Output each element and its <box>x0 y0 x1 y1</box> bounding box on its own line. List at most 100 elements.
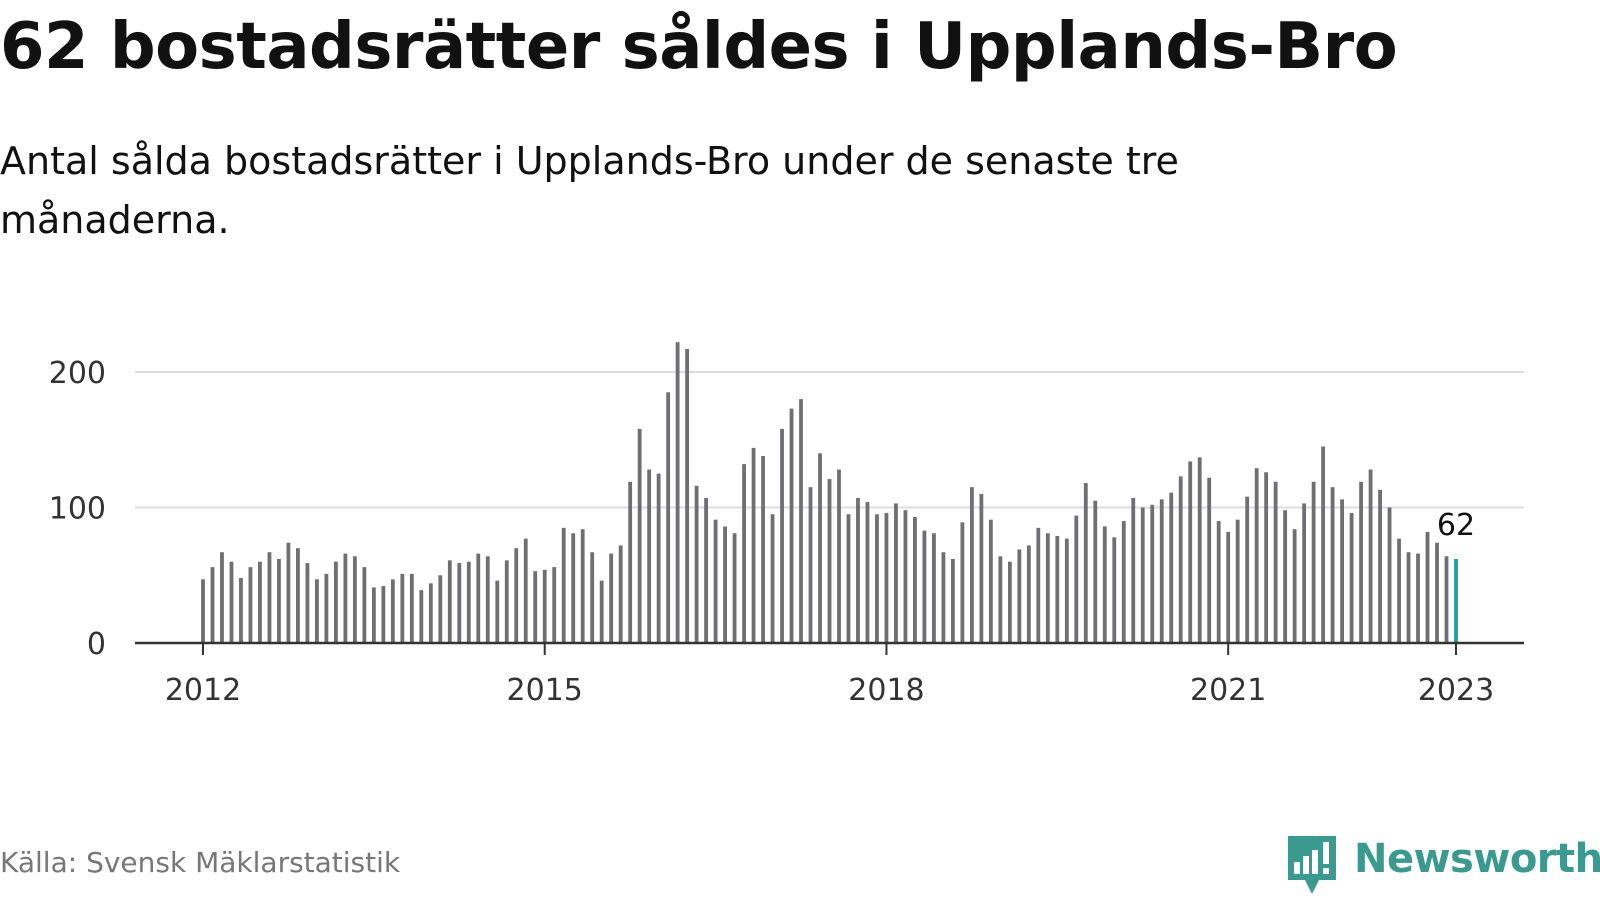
bar <box>723 526 727 643</box>
bar <box>969 487 974 643</box>
bar <box>447 560 452 644</box>
bar <box>1017 549 1022 643</box>
x-tick-label: 2015 <box>507 673 583 708</box>
bar <box>229 561 234 643</box>
bar <box>1235 519 1240 643</box>
bar <box>1188 461 1193 643</box>
bar <box>1169 492 1174 644</box>
bar <box>381 586 386 643</box>
bar <box>865 502 870 643</box>
brand-name: Newsworthy <box>1354 836 1600 882</box>
bar <box>1444 556 1449 643</box>
bar <box>799 399 803 643</box>
bar <box>1387 507 1392 643</box>
bar <box>685 348 690 643</box>
bar <box>371 587 376 643</box>
chart-subtitle: Antal sålda bostadsrätter i Upplands-Bro… <box>0 139 1179 242</box>
bar <box>666 392 671 643</box>
bar <box>1140 507 1145 643</box>
bar <box>1216 521 1221 643</box>
bar <box>362 567 367 643</box>
bar <box>1311 481 1316 643</box>
bar <box>296 548 300 643</box>
bar <box>1045 533 1050 643</box>
bar <box>552 567 557 643</box>
bar <box>941 552 946 643</box>
source-note: Källa: Svensk Mäklarstatistik <box>0 846 401 879</box>
bar <box>1283 510 1288 643</box>
bar <box>457 563 462 643</box>
bar <box>856 498 860 643</box>
bar <box>998 556 1003 643</box>
bar <box>694 485 699 643</box>
brand-logo[interactable]: Newsworthy <box>1288 836 1600 896</box>
bar <box>1074 515 1079 643</box>
x-tick-label: 2018 <box>848 673 924 708</box>
bar <box>837 469 841 643</box>
bar <box>1121 521 1126 643</box>
bar <box>713 519 718 643</box>
bar <box>1159 499 1164 643</box>
bar <box>485 556 490 643</box>
bar <box>1302 503 1307 643</box>
bar <box>1083 483 1088 643</box>
bar <box>277 558 281 643</box>
y-tick-label: 200 <box>49 356 106 391</box>
bar <box>704 498 708 643</box>
bar <box>732 533 737 643</box>
bar <box>580 529 585 643</box>
bar <box>637 428 642 643</box>
x-tick-label: 2021 <box>1190 673 1266 708</box>
bar <box>875 514 879 643</box>
bar <box>286 542 291 643</box>
bar <box>1406 552 1411 643</box>
bar <box>846 514 851 643</box>
bar <box>979 493 984 643</box>
bar <box>590 552 595 643</box>
bar <box>523 538 528 643</box>
y-tick-label: 100 <box>49 492 106 527</box>
bar <box>1359 481 1363 643</box>
bar <box>1321 446 1326 643</box>
bar <box>1093 500 1098 644</box>
bar <box>609 553 614 643</box>
latest-value-label: 62 <box>1437 508 1475 543</box>
bar <box>1416 553 1420 643</box>
bar <box>988 519 993 643</box>
bar <box>201 579 205 644</box>
bar <box>780 428 784 643</box>
bar <box>428 583 433 643</box>
bar <box>1207 477 1212 643</box>
bar <box>1254 468 1259 643</box>
newsworthy-logo-icon <box>1288 836 1336 894</box>
bar <box>932 533 936 643</box>
bar <box>1026 545 1031 643</box>
bar <box>903 510 908 643</box>
y-tick-label: 0 <box>87 627 106 662</box>
bar <box>1226 531 1231 643</box>
bar <box>1150 504 1155 643</box>
bar <box>922 530 927 643</box>
logo-bar-3 <box>1312 850 1318 874</box>
bar <box>1378 489 1382 643</box>
bar <box>315 579 319 644</box>
x-tick-label: 2012 <box>165 673 241 708</box>
chart-title: 62 bostadsrätter såldes i Upplands-Bro <box>0 10 1398 84</box>
bar <box>656 473 661 644</box>
bars <box>201 342 1458 644</box>
bar <box>1273 481 1278 643</box>
bar <box>438 575 443 643</box>
bar <box>258 561 262 643</box>
bar <box>1178 476 1183 643</box>
bar <box>1340 499 1344 643</box>
logo-bar-4 <box>1323 842 1329 864</box>
bar <box>495 580 500 643</box>
bar <box>894 503 898 643</box>
bar <box>561 527 566 643</box>
bar <box>333 561 338 643</box>
bar <box>1197 457 1202 643</box>
bar <box>884 512 889 643</box>
logo-bar-1 <box>1294 862 1300 874</box>
bar <box>267 552 272 643</box>
bar <box>742 464 746 643</box>
